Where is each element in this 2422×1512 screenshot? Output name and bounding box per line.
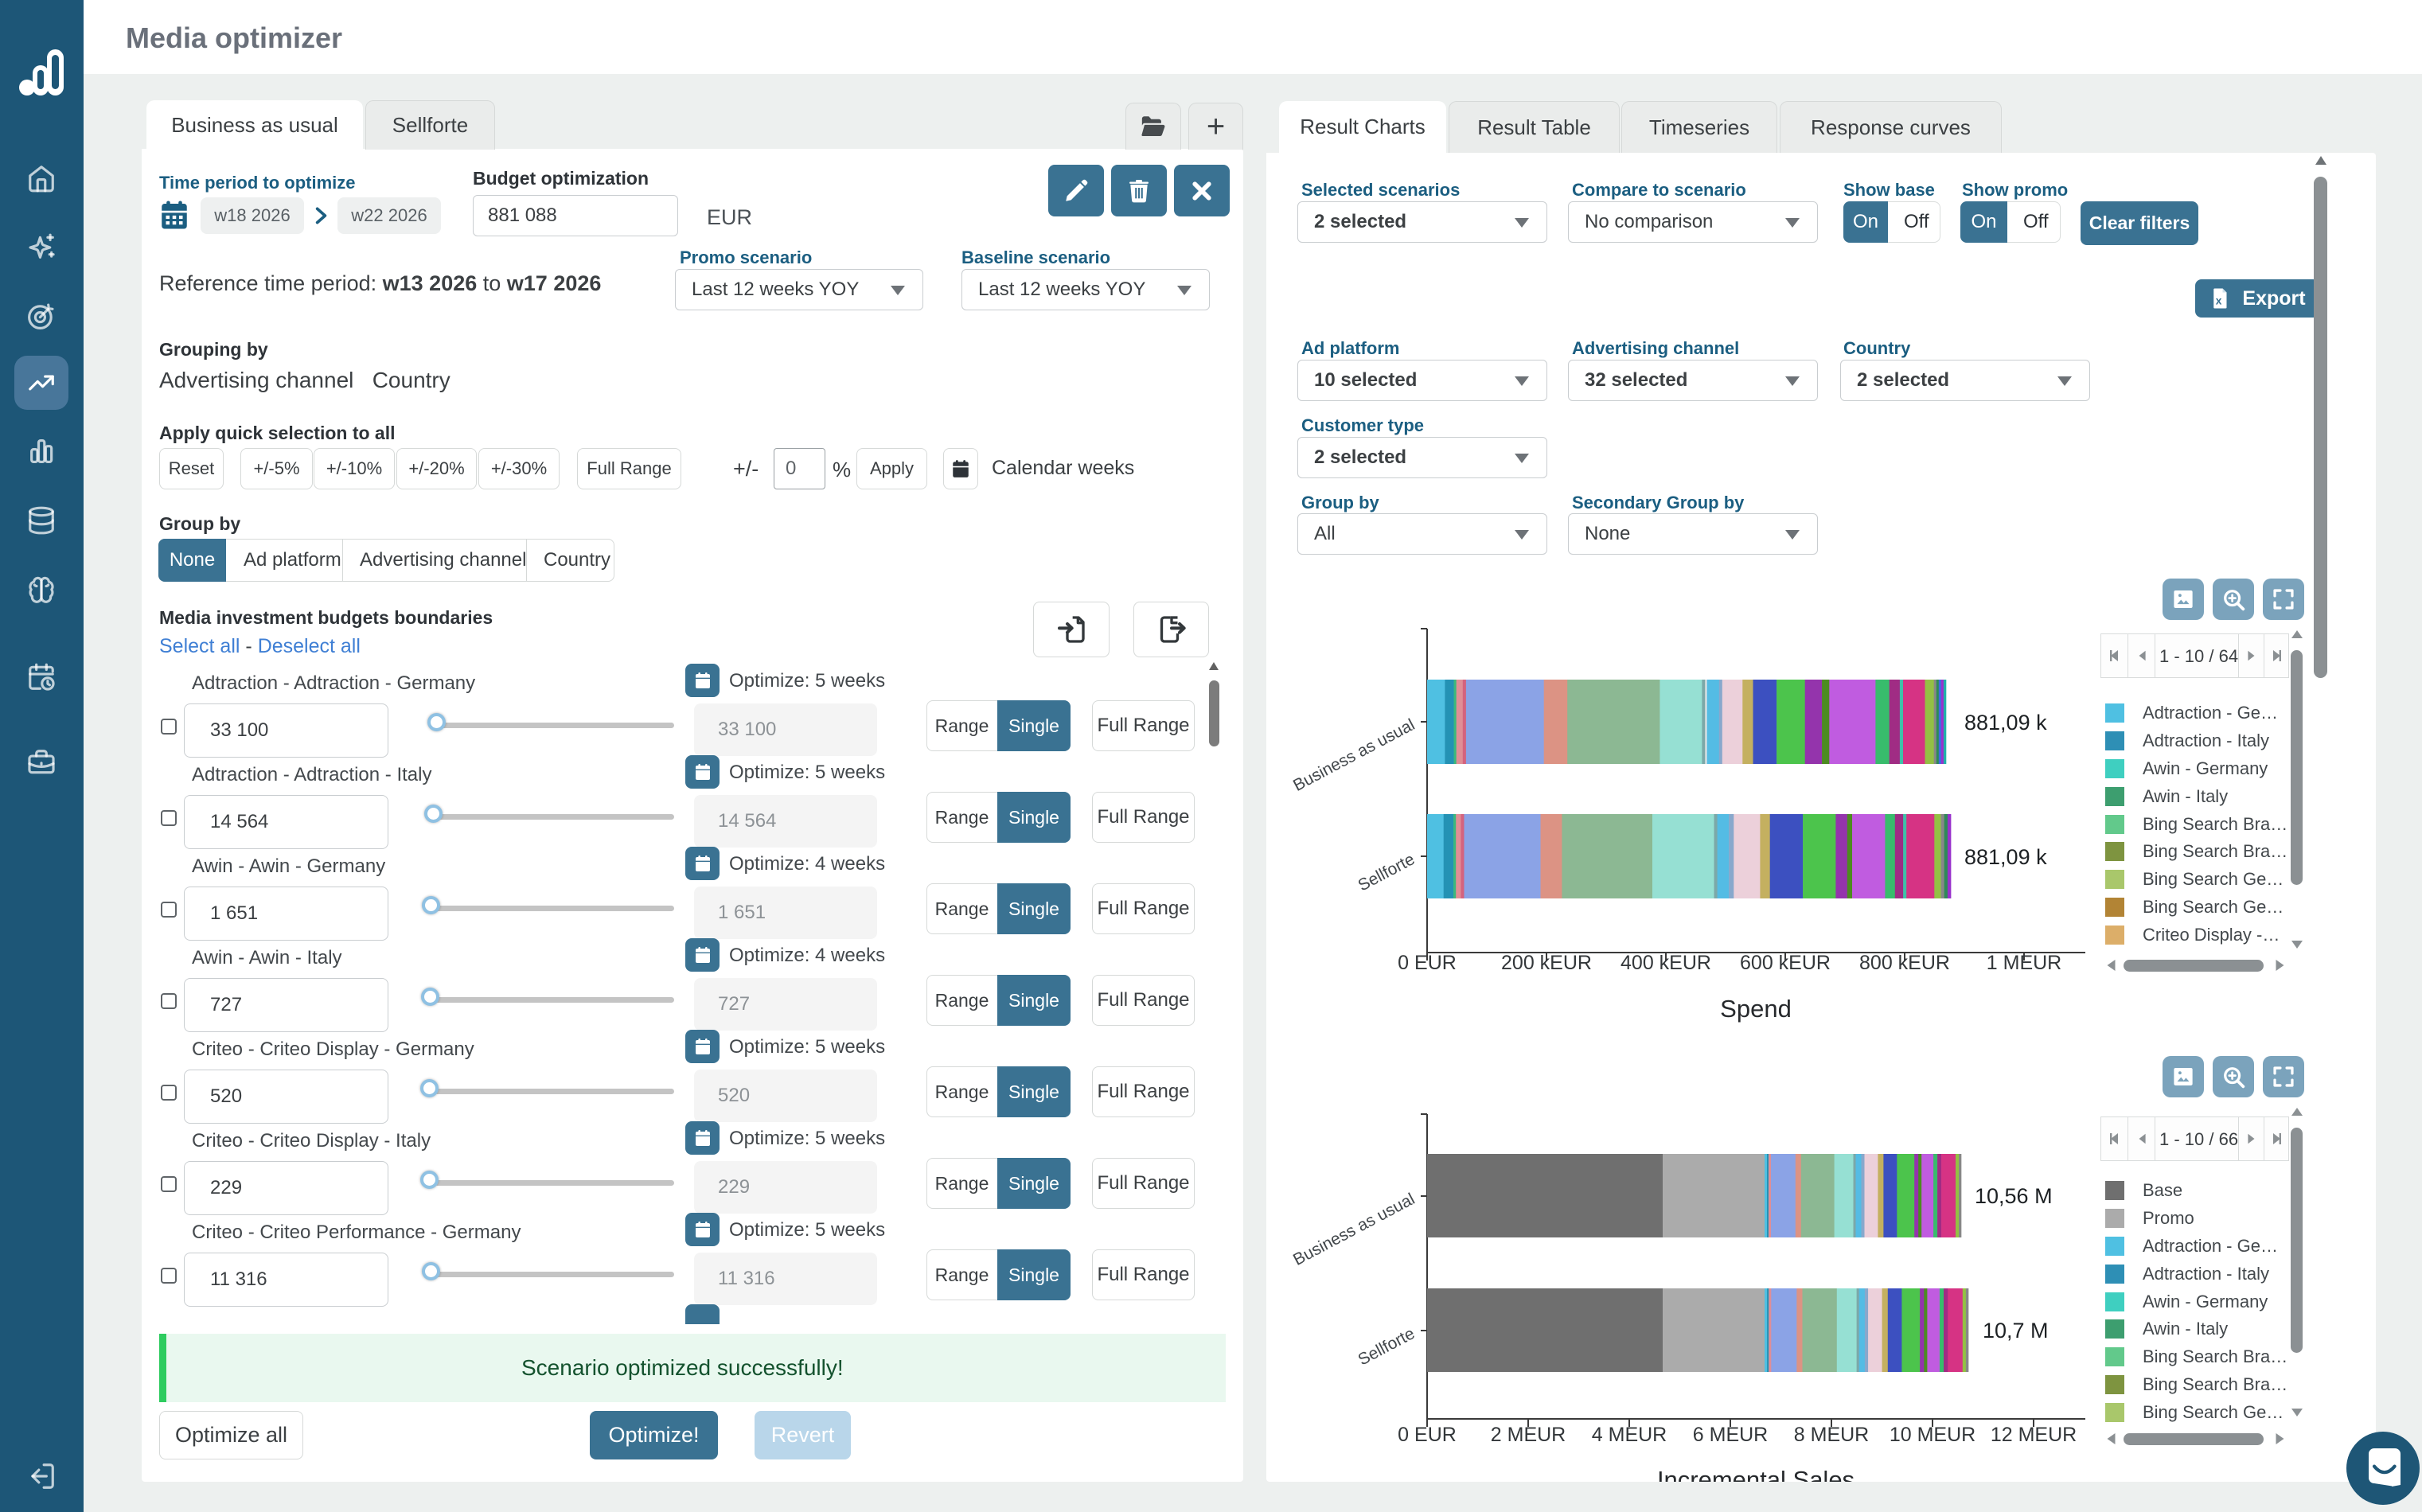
svg-text:12 MEUR: 12 MEUR [1991,1424,2077,1446]
svg-text:10,7 M: 10,7 M [1983,1319,2049,1342]
svg-text:8 MEUR: 8 MEUR [1794,1424,1869,1446]
svg-text:Business as usual: Business as usual [1290,1190,1418,1269]
svg-text:600 kEUR: 600 kEUR [1740,952,1831,974]
svg-text:4 MEUR: 4 MEUR [1592,1424,1667,1446]
svg-text:0 EUR: 0 EUR [1398,1424,1457,1446]
svg-text:10,56 M: 10,56 M [1975,1184,2053,1208]
svg-text:0 EUR: 0 EUR [1398,952,1457,974]
svg-text:1 MEUR: 1 MEUR [1987,952,2061,974]
svg-text:200 kEUR: 200 kEUR [1501,952,1592,974]
svg-text:Sellforte: Sellforte [1355,1324,1418,1369]
svg-text:Incremental Sales: Incremental Sales [1657,1466,1855,1482]
svg-text:800 kEUR: 800 kEUR [1859,952,1950,974]
svg-text:Business as usual: Business as usual [1290,715,1418,795]
svg-text:6 MEUR: 6 MEUR [1693,1424,1768,1446]
svg-text:400 kEUR: 400 kEUR [1621,952,1711,974]
svg-text:10 MEUR: 10 MEUR [1890,1424,1975,1446]
svg-text:Spend: Spend [1720,995,1792,1023]
svg-text:881,09 k: 881,09 k [1964,711,2047,735]
svg-text:881,09 k: 881,09 k [1964,845,2047,869]
svg-text:Sellforte: Sellforte [1355,850,1418,894]
svg-text:2 MEUR: 2 MEUR [1491,1424,1566,1446]
svg-text:x: x [2216,295,2222,307]
